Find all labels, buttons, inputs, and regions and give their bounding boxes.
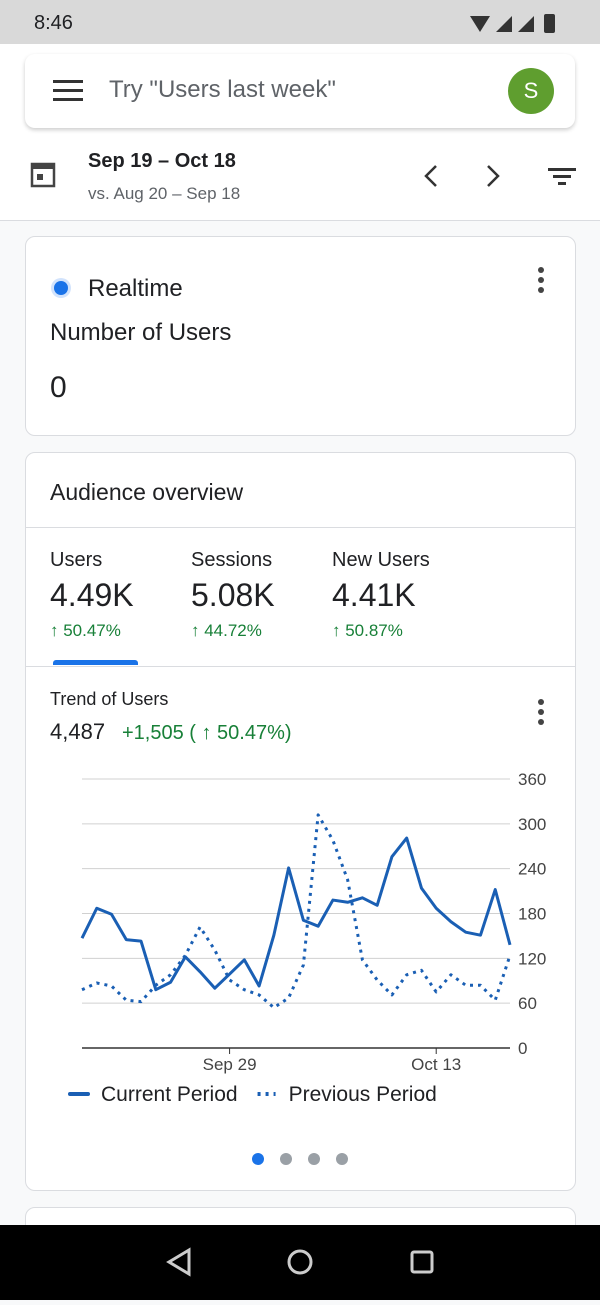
page-dot[interactable] — [280, 1153, 292, 1165]
metric-name[interactable]: New Users — [332, 549, 430, 571]
series-line — [80, 836, 512, 992]
status-time: 8:46 — [34, 12, 73, 34]
more-menu[interactable] — [536, 267, 546, 295]
date-controls — [424, 165, 576, 187]
metric-change: ↑ 50.47% — [50, 621, 121, 640]
y-tick-label: 240 — [518, 860, 546, 879]
metric-value: 5.08K — [191, 577, 275, 613]
y-tick-label: 0 — [518, 1039, 527, 1058]
search-bar[interactable]: Try "Users last week" S — [25, 54, 575, 128]
avatar[interactable]: S — [508, 68, 554, 114]
realtime-metric: Number of Users — [50, 319, 232, 346]
y-tick-label: 120 — [518, 949, 546, 968]
realtime-card: Realtime Number of Users 0 — [25, 236, 576, 436]
x-tick-label: Oct 13 — [411, 1055, 461, 1074]
trend-total: 4,487 — [50, 719, 106, 744]
legend-label: Previous Period — [289, 1083, 437, 1106]
nav-buttons — [166, 1247, 434, 1277]
y-tick-label: 360 — [518, 770, 546, 789]
prev-button[interactable] — [424, 165, 437, 187]
y-tick-label: 60 — [518, 994, 537, 1013]
card-title: Audience overview — [50, 479, 244, 505]
recents-button[interactable] — [410, 1250, 434, 1274]
x-tick-label: Sep 29 — [203, 1055, 257, 1074]
page-dot[interactable] — [308, 1153, 320, 1165]
compare-range: vs. Aug 20 – Sep 18 — [88, 184, 241, 203]
back-button[interactable] — [166, 1247, 191, 1277]
metric-value: 4.49K — [50, 577, 134, 613]
status-bar: 8:46 — [0, 0, 600, 44]
divider — [26, 666, 575, 667]
audience-card: Audience overview Trend of Users 4,487 +… — [25, 452, 576, 1191]
menu-icon[interactable] — [53, 80, 83, 102]
trend-change: +1,505 ( ↑ 50.47%) — [122, 722, 292, 744]
divider — [26, 527, 575, 528]
next-button[interactable] — [487, 165, 500, 187]
tab-indicator — [53, 660, 138, 665]
metric-change: ↑ 44.72% — [191, 621, 262, 640]
y-tick-label: 180 — [518, 905, 546, 924]
legend-label: Current Period — [101, 1083, 238, 1106]
series-line — [81, 813, 512, 1010]
page-dot[interactable] — [336, 1153, 348, 1165]
trend-title: Trend of Users — [50, 689, 169, 709]
metric-value: 4.41K — [332, 577, 416, 613]
status-icons — [470, 14, 555, 33]
home-button[interactable] — [287, 1249, 313, 1275]
page-dot[interactable] — [252, 1153, 264, 1165]
metric-name[interactable]: Users — [50, 549, 103, 571]
trend-chart: 0 60 120 180 240 300 360 Sep 29 Oct 13 Current Pe… — [68, 770, 546, 1106]
realtime-dot — [54, 281, 68, 295]
realtime-label: Realtime — [88, 275, 183, 302]
date-range[interactable]: Sep 19 – Oct 18 — [88, 150, 236, 172]
metric-change: ↑ 50.87% — [332, 621, 403, 640]
realtime-value: 0 — [50, 371, 67, 404]
search-placeholder[interactable]: Try "Users last week" — [109, 76, 336, 103]
metric-name[interactable]: Sessions — [191, 549, 273, 571]
nav-bar — [0, 1225, 600, 1300]
more-menu[interactable] — [536, 699, 546, 727]
filter-button[interactable] — [548, 168, 576, 185]
calendar-icon[interactable] — [30, 160, 56, 188]
y-tick-label: 300 — [518, 815, 546, 834]
